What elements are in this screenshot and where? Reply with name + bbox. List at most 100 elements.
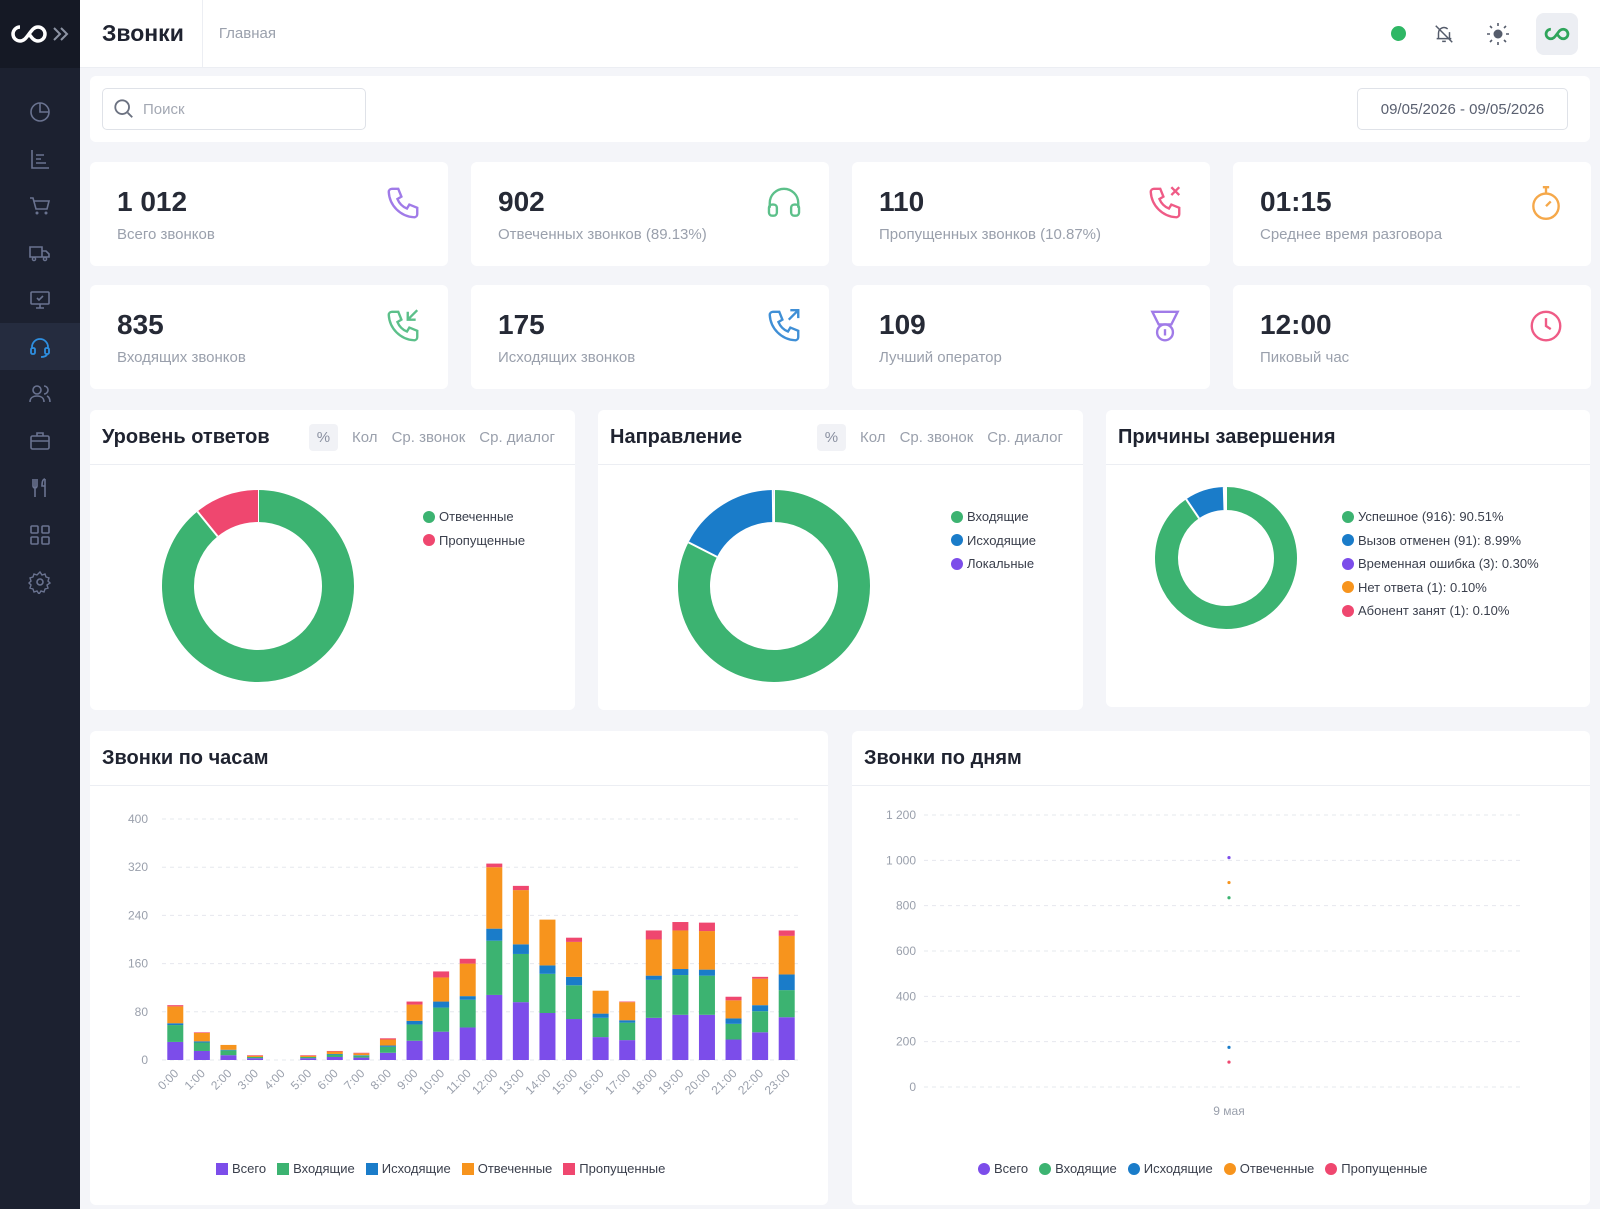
point-Исходящие — [1227, 1045, 1231, 1049]
bar-8:00-Пропущенные — [379, 1038, 396, 1040]
direction-card: Направление % Кол Ср. звонок Ср. диалог … — [598, 410, 1083, 710]
legend-item[interactable]: Пропущенные — [1325, 1161, 1427, 1176]
legend-item[interactable]: Отвеченные — [1223, 1161, 1314, 1176]
stat-card-incoming: 835 Входящих звонков — [90, 285, 448, 389]
legend-label: Нет ответа (1): 0.10% — [1358, 579, 1487, 595]
bar-0:00-Входящие — [167, 1025, 184, 1042]
legend-item[interactable]: Исходящие — [365, 1161, 451, 1176]
y-tick-label: 0 — [141, 1053, 148, 1067]
sidebar-item-dashboard[interactable] — [0, 88, 80, 135]
sidebar-item-delivery[interactable] — [0, 229, 80, 276]
x-tick-label: 5:00 — [288, 1066, 315, 1093]
x-tick-label: 23:00 — [762, 1066, 793, 1097]
toggle-percent[interactable]: % — [816, 423, 847, 451]
online-status-indicator — [1391, 26, 1406, 41]
legend-label: Исходящие — [1143, 1161, 1213, 1176]
sidebar-item-settings[interactable] — [0, 558, 80, 605]
stat-card-total: 1 012 Всего звонков — [90, 162, 448, 266]
sidebar-item-users[interactable] — [0, 370, 80, 417]
stat-value: 12:00 — [1260, 309, 1332, 340]
bar-17:00-Входящие — [619, 1022, 636, 1041]
bar-17:00-Отвеченные — [619, 1002, 636, 1021]
legend-item[interactable]: Пропущенные — [563, 1161, 665, 1176]
notifications-off-button[interactable] — [1428, 18, 1460, 50]
stat-value: 109 — [879, 309, 926, 340]
sidebar-item-work[interactable] — [0, 417, 80, 464]
bar-6:00-Пропущенные — [326, 1050, 343, 1052]
legend-swatch — [365, 1162, 378, 1175]
bar-17:00-Пропущенные — [619, 1001, 636, 1003]
sidebar-item-orders[interactable] — [0, 182, 80, 229]
sidebar-item-menu[interactable] — [0, 464, 80, 511]
toggle-avg-dialog[interactable]: Ср. диалог — [479, 428, 555, 446]
legend-label: Локальные — [967, 556, 1035, 572]
legend-item[interactable]: Абонент занят (1): 0.10% — [1342, 599, 1539, 623]
toggle-avg-dialog[interactable]: Ср. диалог — [987, 428, 1063, 446]
legend-item[interactable]: Отвеченные — [423, 505, 525, 529]
legend-item[interactable]: Всего — [978, 1161, 1028, 1176]
legend-item[interactable]: Входящие — [277, 1161, 355, 1176]
bar-10:00-Входящие — [433, 1007, 450, 1032]
slice-separator — [1185, 498, 1200, 519]
bar-23:00-Входящие — [778, 990, 795, 1018]
toggle-avg-call[interactable]: Ср. звонок — [391, 428, 466, 446]
sidebar-item-apps[interactable] — [0, 511, 80, 558]
x-tick-label: 7:00 — [341, 1066, 368, 1093]
bar-9:00-Входящие — [406, 1024, 423, 1041]
stat-card-best-operator: 109 Лучший оператор — [852, 285, 1210, 389]
bar-21:00-Пропущенные — [725, 996, 742, 1001]
bar-9:00-Отвеченные — [406, 1004, 423, 1021]
expand-chevrons-icon[interactable] — [52, 26, 70, 42]
legend-item[interactable]: Вызов отменен (91): 8.99% — [1342, 529, 1539, 553]
legend-item[interactable]: Временная ошибка (3): 0.30% — [1342, 552, 1539, 576]
bar-12:00-Пропущенные — [486, 863, 503, 868]
medal-icon — [1150, 310, 1180, 342]
bar-5:00-Входящие — [300, 1056, 317, 1059]
briefcase-icon — [30, 431, 50, 450]
legend-item[interactable]: Исходящие — [951, 529, 1036, 553]
legend-item[interactable]: Входящие — [1039, 1161, 1117, 1176]
legend-item[interactable]: Всего — [216, 1161, 266, 1176]
legend-item[interactable]: Нет ответа (1): 0.10% — [1342, 576, 1539, 600]
legend-item[interactable]: Локальные — [951, 552, 1036, 576]
legend-item[interactable]: Отвеченные — [461, 1161, 552, 1176]
legend-item[interactable]: Исходящие — [1127, 1161, 1213, 1176]
donut-legend: Входящие Исходящие Локальные — [951, 505, 1036, 576]
toggle-avg-call[interactable]: Ср. звонок — [899, 428, 974, 446]
bar-7:00-Пропущенные — [353, 1052, 370, 1054]
bar-16:00-Всего — [592, 1037, 609, 1060]
sidebar-item-monitor[interactable] — [0, 276, 80, 323]
toggle-count[interactable]: Кол — [860, 428, 886, 446]
cutlery-icon — [32, 477, 46, 497]
stat-label: Исходящих звонков — [498, 349, 636, 366]
search-input[interactable] — [143, 100, 343, 118]
phone-icon — [387, 187, 419, 219]
user-avatar[interactable] — [1536, 12, 1578, 55]
sidebar-item-reports[interactable] — [0, 135, 80, 182]
legend-swatch — [951, 557, 963, 570]
logo[interactable] — [0, 0, 80, 68]
legend-item[interactable]: Успешное (916): 90.51% — [1342, 505, 1539, 529]
search-field[interactable] — [102, 88, 366, 130]
sidebar-item-calls[interactable] — [0, 323, 80, 370]
theme-toggle-button[interactable] — [1482, 18, 1514, 50]
legend-label: Абонент занят (1): 0.10% — [1358, 603, 1510, 619]
bar-7:00-Входящие — [353, 1055, 370, 1058]
direction-donut — [678, 489, 870, 682]
toggle-percent[interactable]: % — [308, 423, 339, 451]
bar-0:00-Пропущенные — [167, 1005, 184, 1007]
bar-6:00-Исходящие — [326, 1053, 343, 1055]
legend-label: Исходящие — [381, 1161, 451, 1176]
x-tick-label: 14:00 — [522, 1066, 553, 1097]
legend-item[interactable]: Входящие — [951, 505, 1036, 529]
date-range-picker[interactable]: 09/05/2026 - 09/05/2026 — [1357, 88, 1568, 130]
breadcrumb[interactable]: Главная — [218, 25, 276, 42]
toggle-count[interactable]: Кол — [352, 428, 378, 446]
bar-7:00-Отвеченные — [353, 1053, 370, 1056]
legend-item[interactable]: Пропущенные — [423, 529, 525, 553]
card-title: Звонки по часам — [102, 746, 269, 769]
donut-slice-2 — [688, 490, 774, 558]
bar-0:00-Всего — [167, 1041, 184, 1060]
x-tick-label: 12:00 — [469, 1066, 500, 1097]
bar-16:00-Входящие — [592, 1017, 609, 1038]
